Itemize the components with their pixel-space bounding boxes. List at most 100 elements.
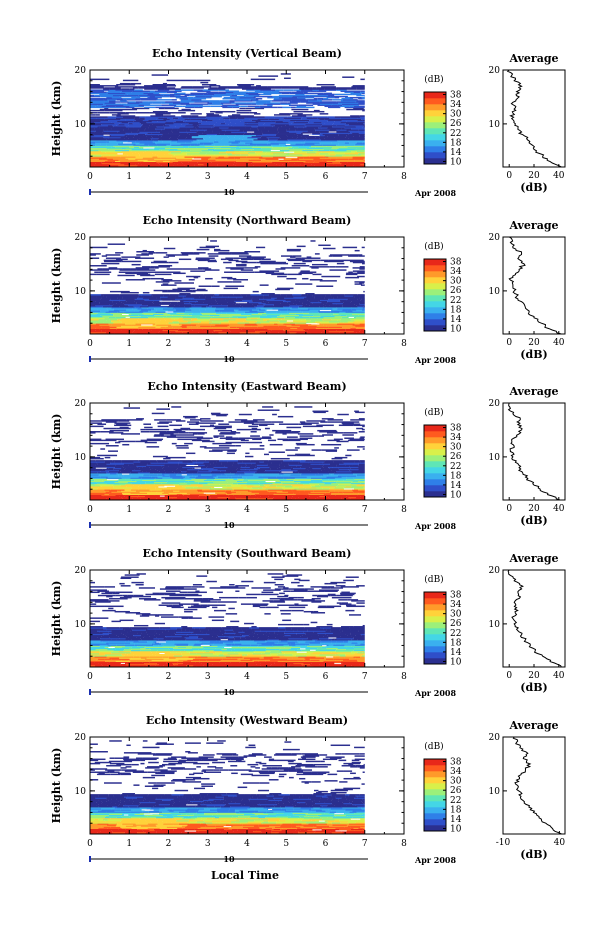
x-tick-label: 3 [205,172,211,182]
heatmap-gap [204,493,216,494]
heatmap-cell [168,87,175,88]
colorbar-swatch [424,301,446,307]
heatmap-gap [306,323,317,324]
heatmap-cell [224,288,238,289]
heatmap-cell [331,294,345,295]
heatmap-cell [208,253,214,254]
heatmap-cell [281,255,293,256]
heatmap-cell [172,443,177,444]
profile-title: Average [508,385,558,398]
heatmap-cell [239,255,251,256]
heatmap-cell [316,286,333,287]
heatmap-gap [141,325,153,326]
heatmap-cell [204,294,215,295]
heatmap-cell [181,115,191,116]
heatmap-cell [232,281,241,282]
colorbar-swatch [424,122,446,128]
heatmap-cell [293,460,301,461]
heatmap-cell [321,276,340,277]
heatmap-cell [119,271,133,272]
heatmap-cell [237,84,254,85]
heatmap-gap [126,317,130,318]
heatmap-cell [272,430,291,431]
heatmap-cell [126,279,145,280]
heatmap-cell [233,260,239,261]
heatmap-cell [177,439,192,440]
heatmap-cell [295,454,310,455]
heatmap-cell [360,266,365,267]
profile-title: Average [508,52,558,65]
heatmap-cell [314,98,318,99]
heatmap-gap [271,150,280,151]
heatmap-gap [214,487,222,488]
heatmap-cell [227,453,235,454]
heatmap-cell [90,274,97,275]
heatmap-cell [260,284,269,285]
heatmap-cell [142,266,150,267]
heatmap-cell [180,428,190,429]
heatmap-cell [143,250,147,251]
colorbar-swatch [424,479,446,485]
heatmap-cell [114,422,130,423]
colorbar-swatch [424,146,446,152]
heatmap-cell [90,98,106,99]
colorbar-swatch [424,431,446,437]
heatmap-cell [277,288,293,289]
heatmap-cell [286,449,298,450]
heatmap-gap [320,310,331,311]
heatmap-cell [102,282,121,283]
heatmap-cell [242,271,255,272]
heatmap-cell [355,250,360,251]
colorbar-swatch [424,461,446,467]
colorbar-tick-label: 18 [450,305,462,315]
heatmap-cell [90,265,107,266]
colorbar-unit: (dB) [424,74,443,85]
heatmap-cell [287,455,296,456]
heatmap-cell [292,265,310,266]
heatmap-cell [167,419,181,420]
colorbar-swatch [424,283,446,289]
colorbar-swatch [424,449,446,455]
heatmap-cell [341,421,359,422]
heatmap-cell [300,421,305,422]
heatmap-cell [350,97,362,98]
heatmap-cell [155,107,174,108]
heatmap-cell [328,421,342,422]
heatmap-cell [269,460,284,461]
heatmap-cell [312,449,322,450]
heatmap-cell [271,458,290,459]
colorbar-swatch [424,467,446,473]
heatmap-cell [360,436,364,437]
heatmap-cell [223,262,231,263]
heatmap-cell [90,84,100,85]
heatmap-cell [350,115,359,116]
heatmap-cell [198,267,208,268]
heatmap-cell [205,278,213,279]
heatmap-cell [158,426,169,427]
heatmap-cell [259,421,271,422]
heatmap-cell [291,107,296,108]
date-label: Apr 2008 [414,521,457,531]
heatmap-cell [193,89,203,90]
heatmap-cell [353,85,365,86]
heatmap-cell [210,106,221,107]
heatmap-cell [176,445,189,446]
heatmap-cell [141,253,147,254]
colorbar-tick-label: 26 [450,119,462,129]
heatmap-cell [193,86,212,87]
heatmap-cell [312,116,328,117]
heatmap-cell [269,452,285,453]
heatmap-cell [186,453,195,454]
heatmap-cell [258,409,275,410]
heatmap-cell [310,240,315,241]
heatmap-gap [349,317,354,318]
heatmap-cell [237,112,250,113]
heatmap-cell [277,276,287,277]
heatmap-cell [109,112,126,113]
heatmap-cell [320,113,329,114]
colorbar-tick-label: 22 [450,296,461,306]
heatmap-cell [245,442,262,443]
heatmap-cell [348,271,353,272]
heatmap-cell [334,447,339,448]
